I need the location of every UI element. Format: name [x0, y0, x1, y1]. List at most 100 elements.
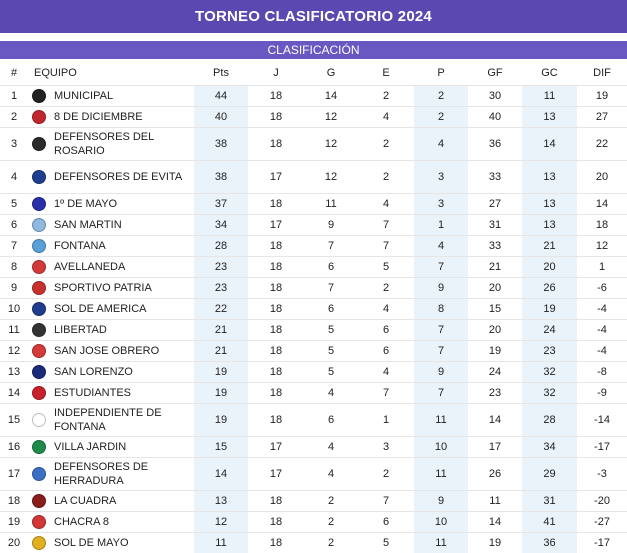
team-wrapper: SOL DE AMERICA: [32, 302, 194, 316]
pts-cell: 37: [194, 194, 248, 215]
p-cell: 7: [414, 257, 468, 278]
p-cell: 10: [414, 437, 468, 458]
e-cell: 6: [358, 320, 414, 341]
pts-cell: 15: [194, 437, 248, 458]
p-cell: 2: [414, 86, 468, 107]
team-name: 1º DE MAYO: [54, 197, 117, 211]
g-cell: 4: [304, 458, 358, 491]
dif-cell: -17: [577, 533, 627, 553]
dif-cell: 20: [577, 161, 627, 194]
g-cell: 7: [304, 236, 358, 257]
team-cell: DEFENSORES DEL ROSARIO: [28, 128, 194, 161]
team-crest-icon: [32, 515, 46, 529]
team-cell: SOL DE AMERICA: [28, 299, 194, 320]
position-cell: 2: [0, 107, 28, 128]
dif-cell: -6: [577, 278, 627, 299]
team-name: CHACRA 8: [54, 515, 109, 529]
team-crest-icon: [32, 365, 46, 379]
pts-cell: 34: [194, 215, 248, 236]
team-cell: INDEPENDIENTE DE FONTANA: [28, 404, 194, 437]
team-wrapper: DEFENSORES DE HERRADURA: [32, 460, 194, 488]
position-cell: 7: [0, 236, 28, 257]
team-name: DEFENSORES DEL ROSARIO: [54, 130, 194, 158]
gf-cell: 21: [468, 257, 522, 278]
e-cell: 4: [358, 194, 414, 215]
team-name: DEFENSORES DE HERRADURA: [54, 460, 194, 488]
team-cell: SPORTIVO PATRIA: [28, 278, 194, 299]
p-cell: 1: [414, 215, 468, 236]
gc-cell: 28: [522, 404, 577, 437]
dif-cell: -20: [577, 491, 627, 512]
pts-cell: 14: [194, 458, 248, 491]
team-wrapper: DEFENSORES DEL ROSARIO: [32, 130, 194, 158]
p-cell: 7: [414, 383, 468, 404]
gc-cell: 26: [522, 278, 577, 299]
p-cell: 3: [414, 194, 468, 215]
gf-cell: 31: [468, 215, 522, 236]
e-cell: 2: [358, 128, 414, 161]
e-cell: 7: [358, 215, 414, 236]
gf-cell: 27: [468, 194, 522, 215]
team-crest-icon: [32, 218, 46, 232]
dif-cell: 12: [577, 236, 627, 257]
gc-cell: 19: [522, 299, 577, 320]
team-cell: SAN LORENZO: [28, 362, 194, 383]
g-cell: 5: [304, 362, 358, 383]
team-wrapper: ESTUDIANTES: [32, 386, 194, 400]
e-cell: 7: [358, 491, 414, 512]
e-cell: 6: [358, 341, 414, 362]
position-cell: 3: [0, 128, 28, 161]
gf-cell: 40: [468, 107, 522, 128]
e-cell: 1: [358, 404, 414, 437]
g-cell: 2: [304, 512, 358, 533]
team-crest-icon: [32, 260, 46, 274]
team-name: SAN MARTIN: [54, 218, 122, 232]
e-cell: 2: [358, 161, 414, 194]
team-name: SAN JOSE OBRERO: [54, 344, 159, 358]
team-name: SAN LORENZO: [54, 365, 133, 379]
e-cell: 3: [358, 437, 414, 458]
team-wrapper: LIBERTAD: [32, 323, 194, 337]
gf-cell: 14: [468, 404, 522, 437]
gc-cell: 36: [522, 533, 577, 553]
j-cell: 17: [248, 458, 304, 491]
team-wrapper: AVELLANEDA: [32, 260, 194, 274]
col-header-j: J: [248, 61, 304, 86]
j-cell: 17: [248, 437, 304, 458]
gf-cell: 14: [468, 512, 522, 533]
gf-cell: 26: [468, 458, 522, 491]
g-cell: 6: [304, 404, 358, 437]
team-name: SOL DE MAYO: [54, 536, 129, 550]
team-name: LA CUADRA: [54, 494, 116, 508]
header-row: # EQUIPO Pts J G E P GF GC DIF: [0, 61, 627, 86]
dif-cell: -4: [577, 320, 627, 341]
p-cell: 4: [414, 128, 468, 161]
p-cell: 11: [414, 404, 468, 437]
g-cell: 2: [304, 491, 358, 512]
col-header-dif: DIF: [577, 61, 627, 86]
gf-cell: 19: [468, 341, 522, 362]
g-cell: 11: [304, 194, 358, 215]
team-cell: DEFENSORES DE HERRADURA: [28, 458, 194, 491]
team-cell: VILLA JARDIN: [28, 437, 194, 458]
page-title: TORNEO CLASIFICATORIO 2024: [195, 8, 432, 25]
gf-cell: 20: [468, 278, 522, 299]
team-crest-icon: [32, 386, 46, 400]
position-cell: 14: [0, 383, 28, 404]
dif-cell: -4: [577, 299, 627, 320]
team-crest-icon: [32, 494, 46, 508]
team-wrapper: VILLA JARDIN: [32, 440, 194, 454]
position-cell: 13: [0, 362, 28, 383]
title-bar: TORNEO CLASIFICATORIO 2024: [0, 0, 627, 33]
pts-cell: 28: [194, 236, 248, 257]
p-cell: 9: [414, 491, 468, 512]
dif-cell: -17: [577, 437, 627, 458]
e-cell: 6: [358, 512, 414, 533]
position-cell: 17: [0, 458, 28, 491]
pts-cell: 11: [194, 533, 248, 553]
